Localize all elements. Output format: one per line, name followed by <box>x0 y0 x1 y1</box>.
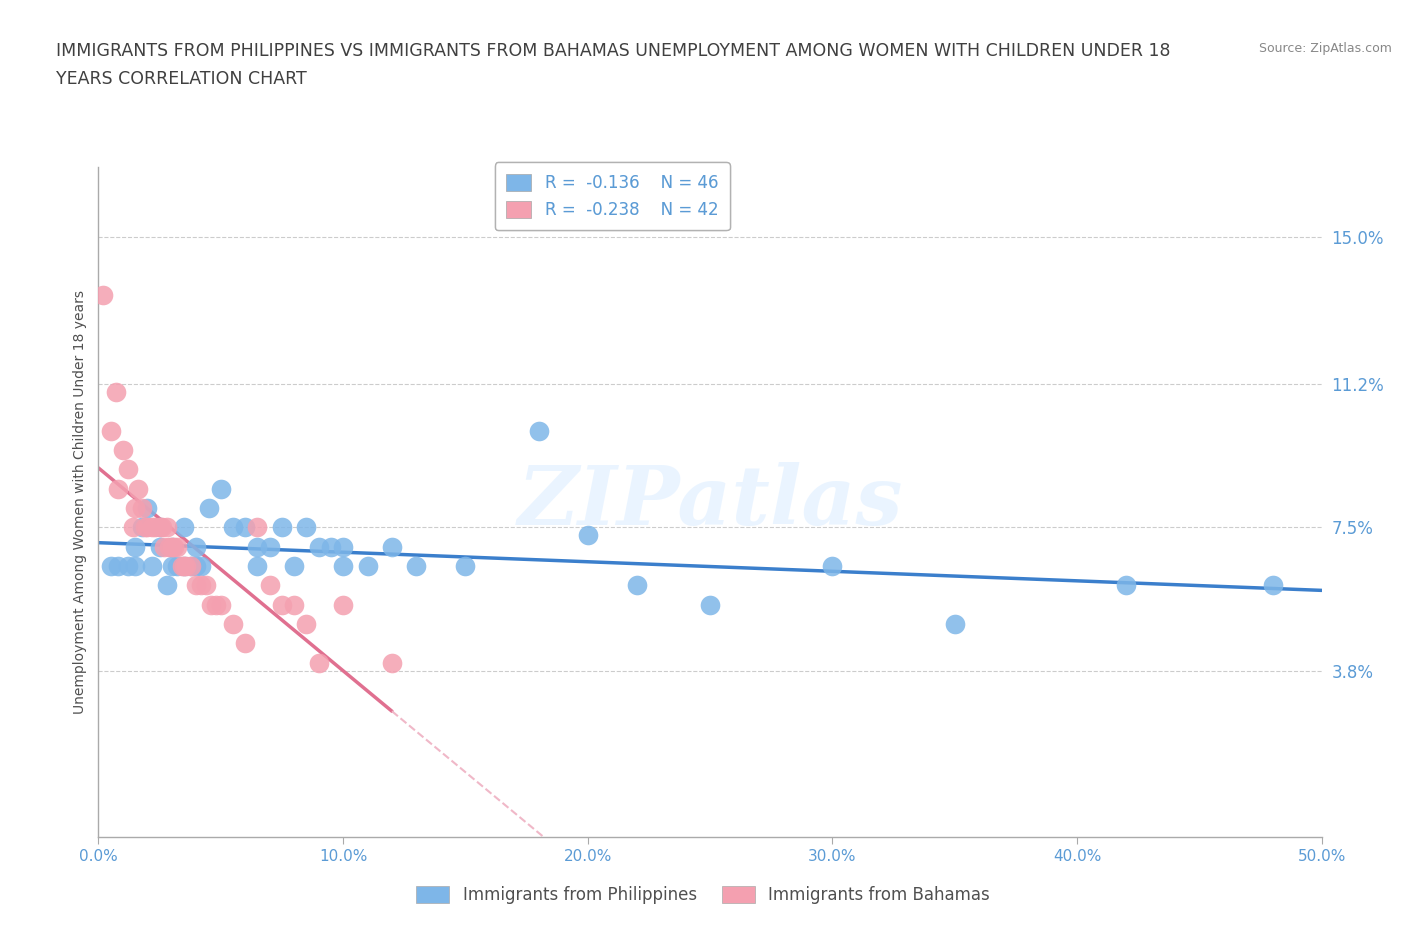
Point <box>100 423 122 438</box>
Point <box>246 559 269 574</box>
Point <box>160 539 183 554</box>
Point <box>190 578 212 592</box>
Point <box>699 597 721 612</box>
Point <box>295 617 318 631</box>
Point <box>332 559 354 574</box>
Point <box>149 520 172 535</box>
Point <box>100 559 122 574</box>
Point <box>124 539 146 554</box>
Point <box>270 520 294 535</box>
Point <box>180 559 202 574</box>
Point <box>246 539 269 554</box>
Point <box>200 597 222 612</box>
Point <box>259 578 281 592</box>
Point <box>173 520 195 535</box>
Point <box>283 559 305 574</box>
Point <box>222 520 245 535</box>
Point <box>332 597 354 612</box>
Point <box>176 559 198 574</box>
Point <box>117 462 139 477</box>
Point <box>173 559 195 574</box>
Point <box>150 520 173 535</box>
Point <box>166 559 188 574</box>
Point <box>163 539 186 554</box>
Point <box>117 559 139 574</box>
Point <box>356 559 378 574</box>
Point <box>157 539 180 554</box>
Point <box>124 500 146 515</box>
Point <box>270 597 294 612</box>
Text: IMMIGRANTS FROM PHILIPPINES VS IMMIGRANTS FROM BAHAMAS UNEMPLOYMENT AMONG WOMEN : IMMIGRANTS FROM PHILIPPINES VS IMMIGRANT… <box>56 42 1171 60</box>
Point <box>156 520 179 535</box>
Point <box>454 559 477 574</box>
Point <box>131 520 153 535</box>
Point <box>124 559 146 574</box>
Point <box>527 423 550 438</box>
Point <box>332 539 354 554</box>
Point <box>233 520 256 535</box>
Point <box>259 539 281 554</box>
Point <box>141 520 163 535</box>
Point <box>195 578 218 592</box>
Point <box>134 520 156 535</box>
Point <box>319 539 342 554</box>
Point <box>136 520 159 535</box>
Point <box>107 559 129 574</box>
Point <box>943 617 966 631</box>
Point <box>170 559 193 574</box>
Point <box>136 500 159 515</box>
Point <box>186 578 208 592</box>
Point <box>205 597 228 612</box>
Point <box>381 656 404 671</box>
Point <box>121 520 143 535</box>
Point <box>173 559 195 574</box>
Point <box>295 520 318 535</box>
Point <box>283 597 305 612</box>
Point <box>222 617 245 631</box>
Text: YEARS CORRELATION CHART: YEARS CORRELATION CHART <box>56 70 307 87</box>
Point <box>160 539 183 554</box>
Point <box>186 559 208 574</box>
Point <box>186 539 208 554</box>
Point <box>209 597 232 612</box>
Point <box>190 559 212 574</box>
Point <box>127 481 149 496</box>
Y-axis label: Unemployment Among Women with Children Under 18 years: Unemployment Among Women with Children U… <box>73 290 87 714</box>
Text: Source: ZipAtlas.com: Source: ZipAtlas.com <box>1258 42 1392 55</box>
Point <box>1115 578 1137 592</box>
Point <box>381 539 404 554</box>
Point <box>233 636 256 651</box>
Point <box>821 559 844 574</box>
Legend: R =  -0.136    N = 46, R =  -0.238    N = 42: R = -0.136 N = 46, R = -0.238 N = 42 <box>495 163 730 231</box>
Point <box>107 481 129 496</box>
Point <box>91 287 114 302</box>
Point <box>149 539 172 554</box>
Point <box>197 500 219 515</box>
Text: ZIPatlas: ZIPatlas <box>517 462 903 542</box>
Point <box>180 559 202 574</box>
Point <box>308 539 330 554</box>
Point <box>104 384 127 399</box>
Point <box>576 527 599 542</box>
Legend: Immigrants from Philippines, Immigrants from Bahamas: Immigrants from Philippines, Immigrants … <box>408 878 998 912</box>
Point <box>626 578 648 592</box>
Point <box>143 520 166 535</box>
Point <box>111 443 134 458</box>
Point <box>160 559 183 574</box>
Point <box>308 656 330 671</box>
Point <box>209 481 232 496</box>
Point <box>156 578 179 592</box>
Point <box>166 539 188 554</box>
Point <box>405 559 427 574</box>
Point <box>246 520 269 535</box>
Point <box>131 500 153 515</box>
Point <box>149 520 172 535</box>
Point <box>141 559 163 574</box>
Point <box>153 539 176 554</box>
Point <box>1261 578 1284 592</box>
